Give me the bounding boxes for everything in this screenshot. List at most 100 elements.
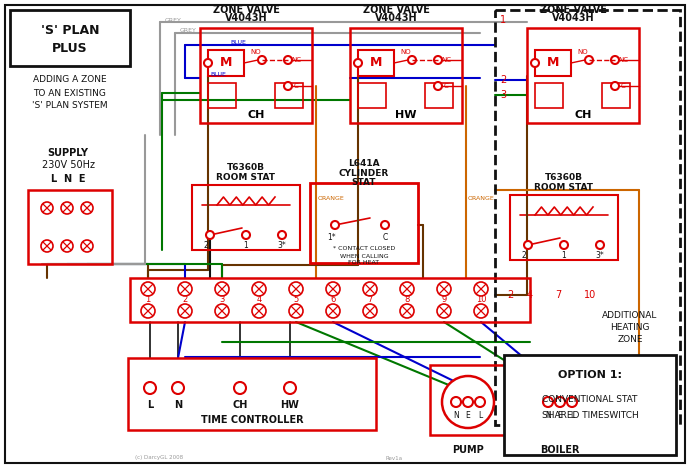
Text: ROOM STAT: ROOM STAT: [217, 173, 275, 182]
Text: 2: 2: [182, 295, 188, 305]
Text: 'S' PLAN SYSTEM: 'S' PLAN SYSTEM: [32, 102, 108, 110]
Text: NO: NO: [578, 49, 589, 55]
Text: ZONE VALVE: ZONE VALVE: [362, 5, 429, 15]
Circle shape: [215, 282, 229, 296]
Circle shape: [81, 240, 93, 252]
Bar: [425, 83, 453, 108]
Circle shape: [434, 56, 442, 64]
Circle shape: [474, 282, 488, 296]
Bar: [192, 185, 300, 250]
Text: PUMP: PUMP: [452, 445, 484, 455]
Text: T6360B: T6360B: [545, 173, 583, 182]
Text: 230V 50Hz: 230V 50Hz: [41, 160, 95, 170]
Circle shape: [354, 59, 362, 67]
Circle shape: [434, 82, 442, 90]
Circle shape: [451, 397, 461, 407]
Bar: [602, 83, 630, 108]
Text: CONVENTIONAL STAT: CONVENTIONAL STAT: [542, 395, 638, 404]
Text: PLUS: PLUS: [52, 42, 88, 54]
Bar: [310, 183, 418, 263]
Text: ZONE VALVE: ZONE VALVE: [540, 5, 607, 15]
Circle shape: [543, 397, 553, 407]
Bar: [527, 365, 593, 435]
Text: WHEN CALLING: WHEN CALLING: [339, 254, 388, 258]
Circle shape: [442, 376, 494, 428]
Bar: [128, 358, 376, 430]
Circle shape: [475, 397, 485, 407]
Circle shape: [141, 282, 155, 296]
Text: BOILER: BOILER: [540, 445, 580, 455]
Text: M: M: [546, 57, 559, 70]
Circle shape: [252, 304, 266, 318]
Circle shape: [363, 304, 377, 318]
Text: E: E: [558, 411, 562, 421]
Text: SHARED TIMESWITCH: SHARED TIMESWITCH: [542, 411, 638, 421]
Circle shape: [172, 382, 184, 394]
Circle shape: [178, 282, 192, 296]
Text: 3*: 3*: [277, 241, 286, 249]
Bar: [358, 83, 386, 108]
Text: 1: 1: [500, 15, 506, 25]
Text: 1*: 1*: [328, 234, 336, 242]
Circle shape: [363, 282, 377, 296]
Text: HEATING: HEATING: [610, 322, 650, 331]
Text: ADDITIONAL: ADDITIONAL: [602, 310, 658, 320]
Circle shape: [400, 282, 414, 296]
Text: * CONTACT CLOSED: * CONTACT CLOSED: [333, 246, 395, 250]
Circle shape: [596, 241, 604, 249]
Circle shape: [326, 304, 340, 318]
Circle shape: [284, 382, 296, 394]
Circle shape: [437, 304, 451, 318]
Circle shape: [611, 82, 619, 90]
Text: NC: NC: [441, 57, 451, 63]
Text: 4: 4: [257, 295, 262, 305]
Text: TO AN EXISTING: TO AN EXISTING: [34, 88, 106, 97]
Text: 7: 7: [367, 295, 373, 305]
Circle shape: [560, 241, 568, 249]
Circle shape: [206, 231, 214, 239]
Text: ZONE: ZONE: [618, 335, 643, 344]
Text: M: M: [370, 57, 382, 70]
Text: CH: CH: [233, 400, 248, 410]
Circle shape: [61, 240, 73, 252]
Text: L: L: [570, 411, 574, 421]
Text: HW: HW: [395, 110, 417, 120]
Bar: [504, 355, 676, 455]
Text: C: C: [382, 234, 388, 242]
Text: (c) DarcyGL 2008: (c) DarcyGL 2008: [135, 455, 183, 461]
Text: GREY: GREY: [165, 17, 182, 22]
Bar: [535, 50, 571, 76]
Text: 6: 6: [331, 295, 336, 305]
Text: 8: 8: [404, 295, 410, 305]
Text: CYLINDER: CYLINDER: [339, 168, 389, 177]
Circle shape: [331, 221, 339, 229]
Text: OPTION 1:: OPTION 1:: [558, 370, 622, 380]
Circle shape: [252, 282, 266, 296]
Text: 7: 7: [555, 290, 561, 300]
Text: 4: 4: [527, 290, 533, 300]
Circle shape: [474, 304, 488, 318]
Circle shape: [289, 282, 303, 296]
Text: HW: HW: [281, 400, 299, 410]
Text: 5: 5: [293, 295, 299, 305]
Text: 1: 1: [146, 295, 150, 305]
Text: GREY: GREY: [180, 28, 197, 32]
Bar: [510, 195, 618, 260]
Circle shape: [284, 82, 292, 90]
Text: 2: 2: [507, 290, 513, 300]
Bar: [350, 28, 462, 123]
Circle shape: [204, 59, 212, 67]
Bar: [208, 83, 236, 108]
Text: M: M: [220, 57, 233, 70]
Text: L: L: [478, 411, 482, 421]
Circle shape: [555, 397, 565, 407]
Text: 9: 9: [442, 295, 446, 305]
Text: ROOM STAT: ROOM STAT: [535, 183, 593, 191]
Text: V4043H: V4043H: [552, 13, 594, 23]
Circle shape: [531, 59, 539, 67]
Text: T6360B: T6360B: [227, 162, 265, 171]
Bar: [535, 83, 563, 108]
Text: STAT: STAT: [352, 178, 376, 187]
Bar: [10, 10, 130, 66]
Circle shape: [41, 202, 53, 214]
